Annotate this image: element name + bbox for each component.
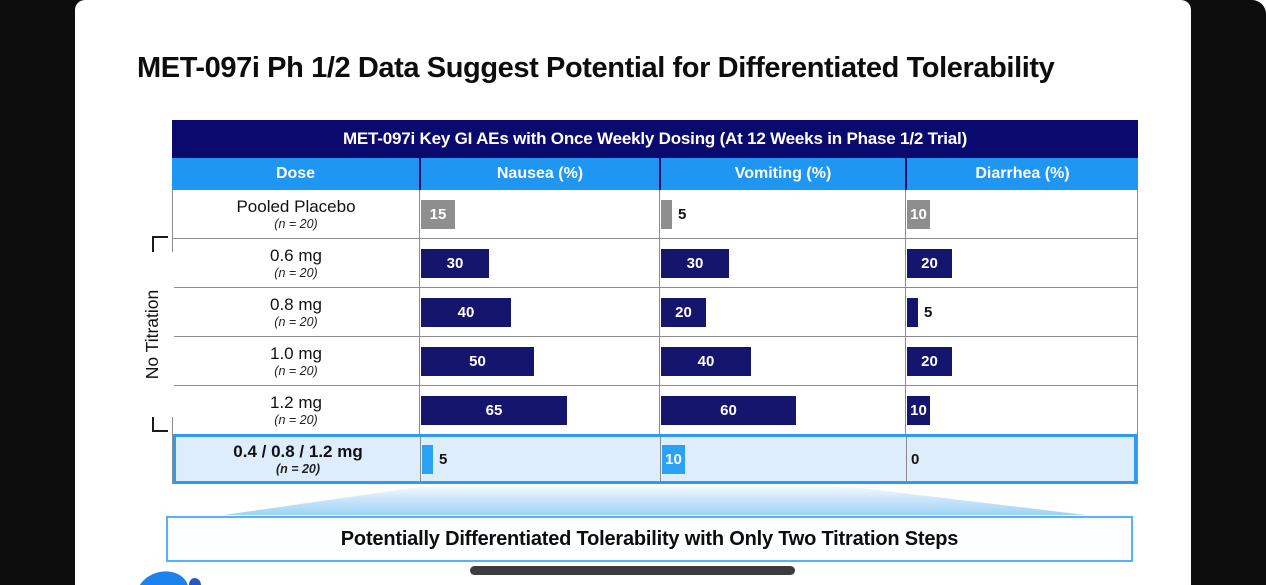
bar-value: 0 <box>911 450 920 468</box>
dose-cell: 1.2 mg (n = 20) <box>173 386 419 434</box>
diarrhea-cell: 20 <box>905 337 1138 385</box>
nausea-cell: 15 <box>419 190 659 238</box>
vomiting-bar: 40 <box>661 346 751 376</box>
bar-value: 15 <box>429 205 447 223</box>
no-titration-label: No Titration <box>132 252 174 417</box>
vomiting-bar: 10 <box>662 444 685 474</box>
bar-value: 20 <box>675 303 692 321</box>
column-header-diarrhea: Diarrhea (%) <box>905 158 1138 190</box>
column-header-dose: Dose <box>275 165 316 182</box>
column-header-nausea: Nausea (%) <box>419 158 659 190</box>
bar-value: 40 <box>457 303 475 321</box>
titration-bracket-tick-bottom <box>152 430 168 432</box>
diarrhea-cell: 5 <box>905 288 1138 336</box>
logo-swoosh-icon <box>187 577 203 585</box>
bar-value: 60 <box>720 401 737 419</box>
bar-value: 5 <box>678 205 687 223</box>
dose-label: Pooled Placebo <box>236 196 356 216</box>
table-header-row: Dose Nausea (%) Vomiting (%) Diarrhea (%… <box>172 158 1138 190</box>
diarrhea-cell: 20 <box>905 239 1138 287</box>
nausea-cell: 5 <box>420 437 660 481</box>
dose-cell: 0.8 mg (n = 20) <box>173 288 419 336</box>
nausea-bar: 40 <box>421 297 511 327</box>
bar-value: 40 <box>697 352 715 370</box>
dose-cell: 1.0 mg (n = 20) <box>173 337 419 385</box>
vomiting-cell: 40 <box>659 337 905 385</box>
sample-size-label: (n = 20) <box>274 363 318 378</box>
company-logo <box>133 568 278 585</box>
table-row: 0.4 / 0.8 / 1.2 mg (n = 20) 5 10 0 <box>173 434 1137 484</box>
table-row: 1.0 mg (n = 20) 50 40 20 <box>173 336 1137 385</box>
nausea-bar: 65 <box>421 395 567 425</box>
bar-value: 5 <box>439 450 448 468</box>
vomiting-cell: 20 <box>659 288 905 336</box>
table-body: Pooled Placebo (n = 20) 15 5 10 0.6 mg (n = 20… <box>172 190 1138 484</box>
highlight-funnel-shape <box>224 484 1086 515</box>
vomiting-bar <box>661 199 672 229</box>
scroll-indicator[interactable] <box>470 566 795 575</box>
column-header-vomiting: Vomiting (%) <box>659 158 905 190</box>
table-row: 0.6 mg (n = 20) 30 30 20 <box>173 238 1137 287</box>
vomiting-cell: 5 <box>659 190 905 238</box>
bar-value: 20 <box>921 352 938 370</box>
vomiting-cell: 60 <box>659 386 905 434</box>
table-title: MET-097i Key GI AEs with Once Weekly Dos… <box>172 120 1138 158</box>
dose-label: 1.2 mg <box>270 392 322 412</box>
gi-ae-table: MET-097i Key GI AEs with Once Weekly Dos… <box>172 120 1138 484</box>
bar-value: 10 <box>910 205 927 223</box>
nausea-cell: 30 <box>419 239 659 287</box>
sample-size-label: (n = 20) <box>274 314 318 329</box>
nausea-cell: 50 <box>419 337 659 385</box>
sample-size-label: (n = 20) <box>274 412 318 427</box>
nausea-bar: 30 <box>421 248 489 278</box>
dose-cell: 0.4 / 0.8 / 1.2 mg (n = 20) <box>176 437 420 481</box>
dose-label: 1.0 mg <box>270 343 322 363</box>
sample-size-label: (n = 20) <box>274 265 318 280</box>
titration-bracket-tick-top <box>152 236 168 238</box>
diarrhea-bar <box>907 297 918 327</box>
bar-value: 5 <box>924 303 933 321</box>
sample-size-label: (n = 20) <box>274 216 318 231</box>
bar-value: 10 <box>910 401 927 419</box>
bar-value: 30 <box>446 254 464 272</box>
diarrhea-cell: 10 <box>905 190 1138 238</box>
vomiting-cell: 10 <box>660 437 906 481</box>
callout-box: Potentially Differentiated Tolerability … <box>166 516 1133 562</box>
dose-label: 0.8 mg <box>270 294 322 314</box>
bar-value: 65 <box>485 401 503 419</box>
diarrhea-cell: 0 <box>906 437 1133 481</box>
nausea-bar: 50 <box>421 346 534 376</box>
nausea-bar <box>422 444 433 474</box>
callout-text: Potentially Differentiated Tolerability … <box>340 527 959 550</box>
table-row: Pooled Placebo (n = 20) 15 5 10 <box>173 190 1137 238</box>
dose-cell: Pooled Placebo (n = 20) <box>173 190 419 238</box>
nausea-cell: 40 <box>419 288 659 336</box>
diarrhea-bar: 20 <box>907 248 952 278</box>
diarrhea-bar: 20 <box>907 346 952 376</box>
logo-swoosh-icon <box>133 568 190 585</box>
bar-value: 50 <box>469 352 486 370</box>
nausea-bar: 15 <box>421 199 455 229</box>
diarrhea-bar: 10 <box>907 199 930 229</box>
vomiting-cell: 30 <box>659 239 905 287</box>
vomiting-bar: 20 <box>661 297 706 327</box>
vomiting-bar: 30 <box>661 248 729 278</box>
nausea-cell: 65 <box>419 386 659 434</box>
slide-title: MET-097i Ph 1/2 Data Suggest Potential f… <box>137 52 1055 84</box>
bar-value: 30 <box>686 254 704 272</box>
dose-label: 0.4 / 0.8 / 1.2 mg <box>233 441 363 461</box>
diarrhea-cell: 10 <box>905 386 1138 434</box>
table-row: 0.8 mg (n = 20) 40 20 5 <box>173 287 1137 336</box>
dose-cell: 0.6 mg (n = 20) <box>173 239 419 287</box>
sample-size-label: (n = 20) <box>275 461 321 476</box>
slide: MET-097i Ph 1/2 Data Suggest Potential f… <box>75 0 1191 585</box>
diarrhea-bar: 10 <box>907 395 930 425</box>
vomiting-bar: 60 <box>661 395 796 425</box>
bar-value: 10 <box>665 450 682 468</box>
table-row: 1.2 mg (n = 20) 65 60 10 <box>173 385 1137 434</box>
dose-label: 0.6 mg <box>270 245 322 265</box>
bar-value: 20 <box>921 254 938 272</box>
